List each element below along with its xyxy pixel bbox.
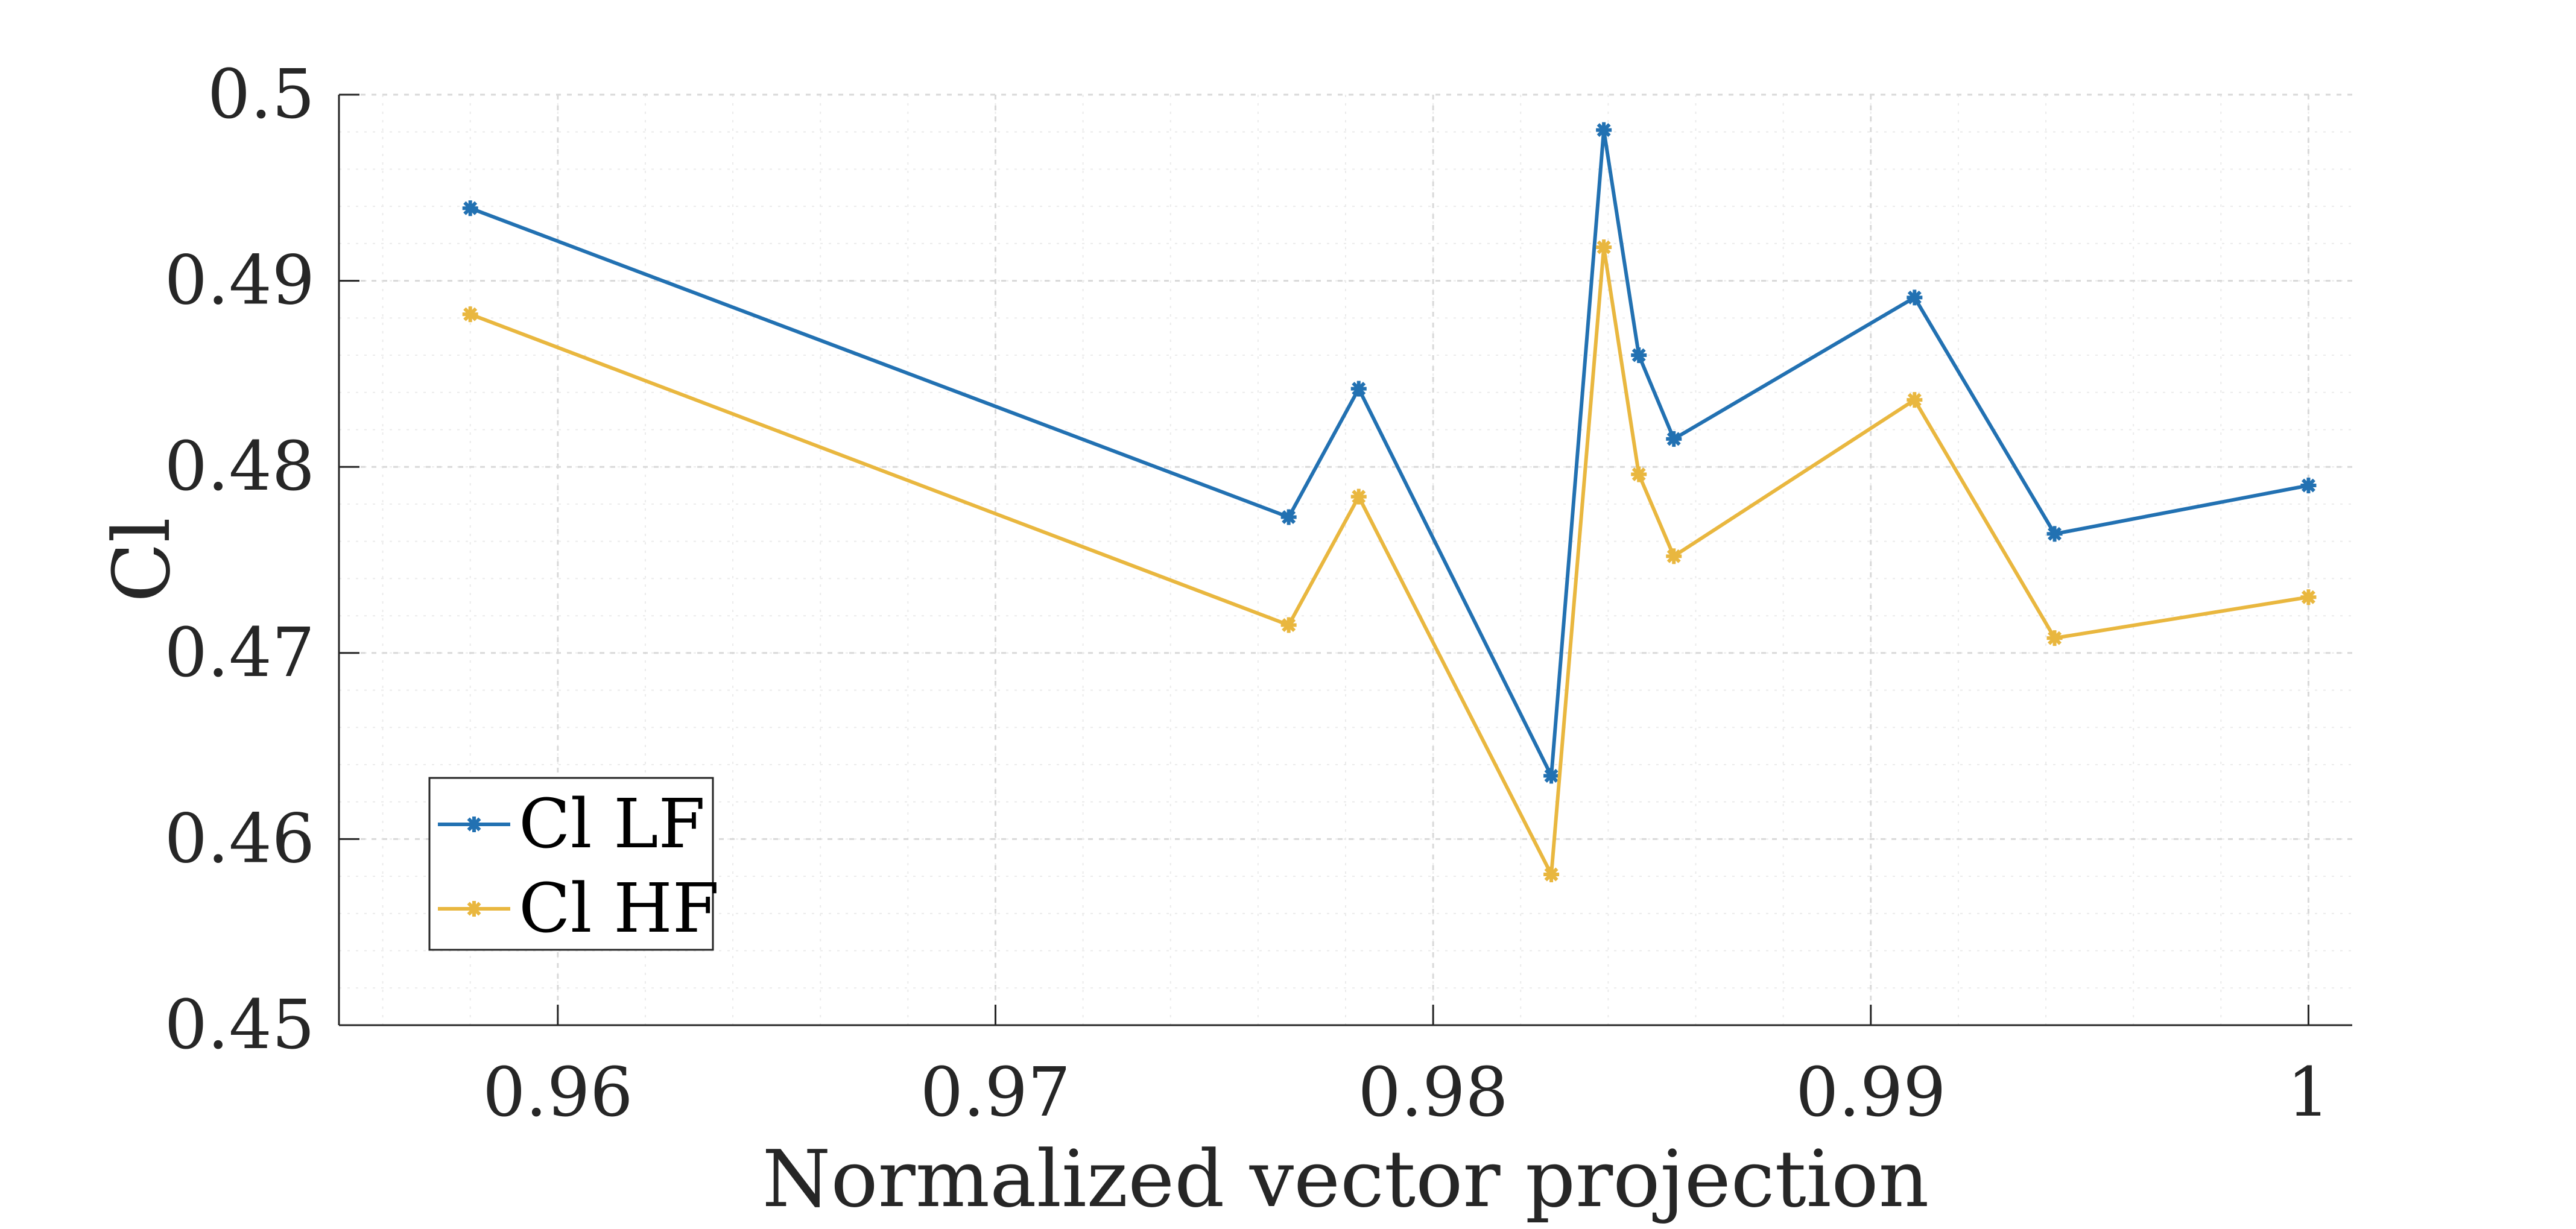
legend-label: Cl LF bbox=[519, 785, 705, 864]
data-point-cl-lf bbox=[1596, 122, 1612, 138]
data-point-cl-hf bbox=[1907, 392, 1923, 408]
data-point-cl-lf bbox=[1543, 768, 1560, 784]
data-point-cl-lf bbox=[462, 200, 478, 216]
data-point-cl-hf bbox=[1543, 867, 1560, 883]
y-tick-label: 0.5 bbox=[207, 55, 315, 134]
data-point-cl-hf bbox=[1666, 548, 1682, 564]
y-tick-label: 0.47 bbox=[165, 614, 315, 692]
series-cl-hf bbox=[462, 239, 2317, 883]
data-point-cl-hf bbox=[1350, 488, 1367, 505]
data-point-cl-lf bbox=[1631, 347, 1647, 364]
y-axis-label: Cl bbox=[96, 517, 188, 602]
y-tick-label: 0.46 bbox=[165, 800, 315, 878]
data-point-cl-hf bbox=[2046, 630, 2063, 646]
legend-box bbox=[428, 777, 714, 951]
data-point-cl-lf bbox=[1280, 509, 1297, 525]
data-point-cl-hf bbox=[2300, 589, 2317, 605]
data-point-cl-lf bbox=[2300, 478, 2317, 494]
data-point-cl-lf bbox=[1907, 289, 1923, 306]
data-point-cl-lf bbox=[1666, 431, 1682, 447]
series-cl-lf bbox=[462, 122, 2317, 784]
x-tick-label: 0.99 bbox=[1796, 1054, 1946, 1132]
data-point-cl-hf bbox=[1596, 239, 1612, 256]
legend-entry-cl-hf: Cl HF bbox=[438, 870, 720, 948]
grid bbox=[339, 93, 2352, 1026]
y-tick-label: 0.48 bbox=[165, 428, 315, 506]
x-tick-label: 0.96 bbox=[483, 1054, 633, 1132]
data-point-cl-hf bbox=[1280, 617, 1297, 633]
data-point-cl-hf bbox=[462, 306, 478, 323]
legend-marker bbox=[466, 817, 482, 832]
x-tick-label: 1 bbox=[2287, 1054, 2330, 1132]
data-point-cl-hf bbox=[1631, 466, 1647, 482]
x-tick-label: 0.98 bbox=[1358, 1054, 1508, 1132]
series-layer bbox=[462, 122, 2317, 883]
data-point-cl-lf bbox=[2046, 526, 2063, 542]
y-tick-label: 0.49 bbox=[165, 242, 315, 320]
legend-entry-cl-lf: Cl LF bbox=[438, 785, 705, 864]
axes: 0.96 0.97 0.98 0.99 1 0.45 0.46 0.47 0.48 0.49 0.5 bbox=[165, 55, 2352, 1132]
data-point-cl-lf bbox=[1350, 381, 1367, 397]
series-line-cl-lf bbox=[469, 128, 2309, 778]
legend-label: Cl HF bbox=[519, 870, 720, 948]
x-tick-label: 0.97 bbox=[920, 1054, 1071, 1132]
legend-marker bbox=[466, 901, 482, 917]
x-axis-label: Normalized vector projection bbox=[762, 1133, 1929, 1225]
series-line-cl-hf bbox=[469, 245, 2309, 876]
y-tick-label: 0.45 bbox=[165, 986, 315, 1064]
